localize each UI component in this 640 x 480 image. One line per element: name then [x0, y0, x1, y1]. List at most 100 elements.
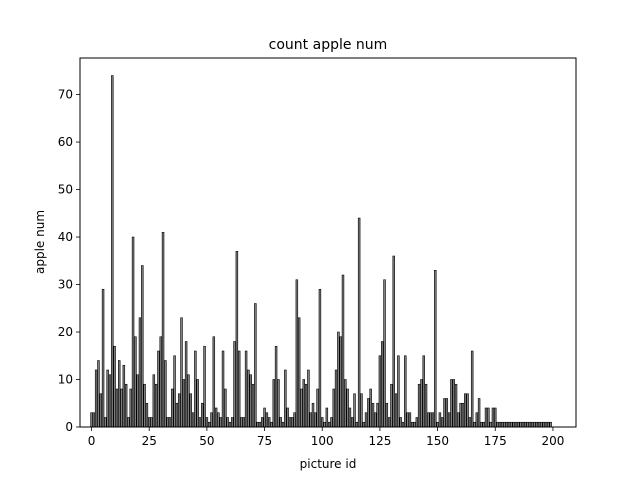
bar [231, 417, 234, 428]
bar [334, 369, 338, 428]
x-tick-label: 150 [426, 434, 449, 448]
bar [288, 417, 292, 428]
bar [274, 345, 278, 428]
bar [477, 398, 481, 428]
bar [443, 398, 446, 428]
bar [394, 393, 398, 428]
bar [496, 421, 499, 428]
bar [124, 383, 128, 428]
bar [519, 421, 522, 428]
bar [247, 369, 250, 428]
bar [237, 350, 241, 428]
bar [466, 393, 469, 428]
bar [118, 360, 121, 428]
bar [371, 402, 375, 428]
bar [284, 369, 287, 428]
bar [321, 417, 324, 428]
bar [417, 383, 421, 428]
bar [270, 421, 273, 428]
bar [233, 341, 236, 428]
x-tick-label: 100 [311, 434, 334, 448]
bar [450, 379, 453, 428]
bar [92, 412, 96, 428]
x-tick-label: 75 [257, 434, 272, 448]
bar [115, 388, 119, 428]
bar [353, 393, 356, 428]
bar [207, 421, 211, 428]
bar [355, 421, 359, 428]
bar [475, 412, 479, 428]
bar [422, 355, 425, 428]
bar [108, 374, 112, 428]
bar [438, 412, 442, 428]
bar [295, 279, 299, 428]
bar [507, 421, 511, 428]
x-tick-label: 0 [88, 434, 96, 448]
bar [344, 379, 347, 428]
bar [242, 417, 246, 428]
bar [468, 417, 472, 428]
bar [367, 398, 370, 428]
bar [457, 412, 460, 428]
bar [224, 388, 227, 428]
y-tick-label: 70 [58, 88, 73, 102]
bar [182, 379, 186, 428]
bar [528, 421, 532, 428]
bar [157, 350, 160, 428]
bar [164, 360, 167, 428]
bar [300, 388, 303, 428]
bar [505, 421, 509, 428]
bar [415, 417, 419, 428]
bar [177, 393, 181, 428]
bar [376, 402, 379, 428]
bar [318, 288, 322, 428]
bar [316, 388, 319, 428]
bar [420, 379, 423, 428]
bar [217, 412, 220, 428]
bar [314, 412, 317, 428]
bar [374, 412, 377, 428]
bar [390, 383, 393, 428]
bar [431, 412, 435, 428]
bar [221, 350, 225, 428]
bar [346, 388, 349, 428]
bar [150, 417, 153, 428]
bar [429, 412, 432, 428]
x-axis-ticks: 0 25 50 75 100 125 150 175 200 [88, 427, 564, 448]
bar [131, 236, 135, 428]
bar [480, 421, 483, 428]
bar [537, 421, 541, 428]
bar [171, 388, 174, 428]
bar [168, 417, 172, 428]
bar [325, 407, 329, 428]
bar [175, 402, 179, 428]
bar [189, 393, 192, 428]
bar [291, 417, 294, 428]
bar [309, 412, 312, 428]
bar [330, 417, 333, 428]
bar [104, 417, 107, 428]
x-axis-title: picture id [300, 457, 357, 471]
bar [184, 341, 188, 428]
bar [302, 379, 306, 428]
bar [533, 421, 536, 428]
bar [521, 421, 525, 428]
bar [304, 383, 308, 428]
bar [470, 350, 474, 428]
bar [498, 421, 502, 428]
bar [90, 412, 93, 428]
bar [399, 417, 402, 428]
bar [226, 417, 229, 428]
bar [219, 417, 222, 428]
bar [424, 383, 428, 428]
x-tick-label: 50 [199, 434, 214, 448]
bar [251, 383, 255, 428]
bar [323, 421, 326, 428]
bar [307, 369, 310, 428]
bar [279, 417, 282, 428]
bar [129, 388, 132, 428]
bar [180, 317, 183, 428]
bar [327, 421, 331, 428]
bar [482, 421, 485, 428]
